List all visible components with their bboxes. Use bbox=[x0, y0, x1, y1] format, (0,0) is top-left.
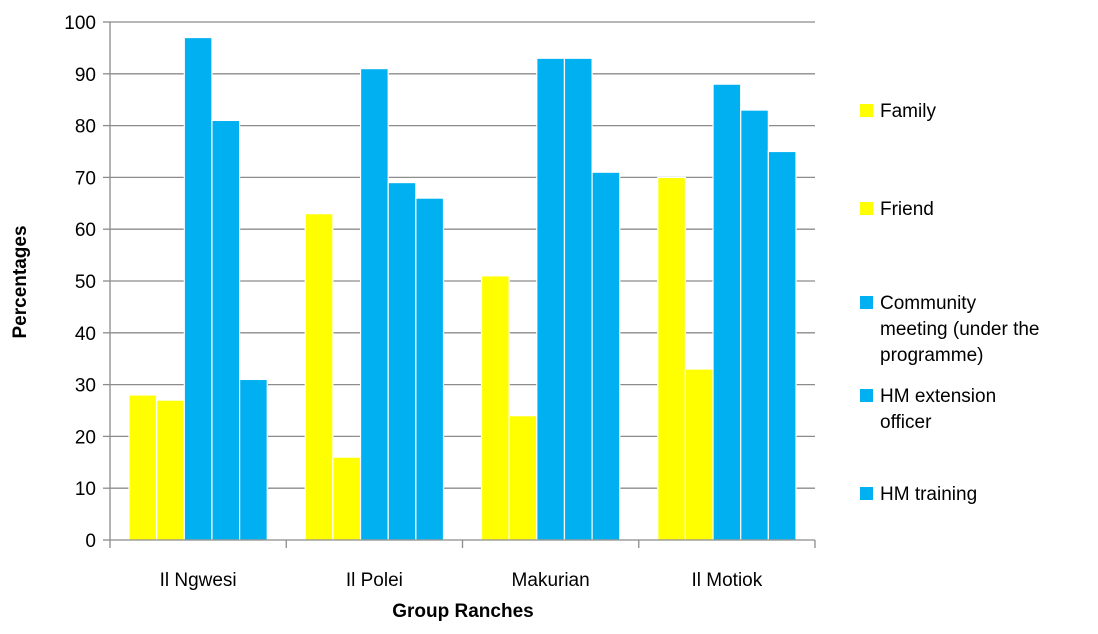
y-tick-label: 50 bbox=[75, 272, 96, 293]
y-tick-label: 100 bbox=[64, 13, 96, 34]
bar-family-il-motiok bbox=[657, 176, 686, 541]
legend-swatch bbox=[860, 296, 873, 309]
y-tick-label: 20 bbox=[75, 427, 96, 448]
x-tick-label: Il Ngwesi bbox=[160, 570, 237, 591]
y-tick-label: 10 bbox=[75, 479, 96, 500]
legend-label: Community bbox=[880, 293, 977, 314]
bar-hm-extension-officer-makurian bbox=[563, 57, 593, 541]
y-tick-label: 0 bbox=[85, 531, 96, 552]
bar-community-meeting-under-the-programme-il-ngwesi bbox=[183, 36, 213, 541]
y-tick-label: 90 bbox=[75, 65, 96, 86]
bars bbox=[128, 36, 797, 541]
bar-community-meeting-under-the-programme-il-polei bbox=[359, 68, 389, 541]
bar-hm-training-il-motiok bbox=[767, 150, 797, 541]
bar-family-il-polei bbox=[304, 213, 334, 541]
y-axis-title: Percentages bbox=[10, 225, 31, 338]
legend-label: officer bbox=[880, 412, 932, 433]
bar-community-meeting-under-the-programme-il-motiok bbox=[712, 83, 742, 541]
legend-label: programme) bbox=[880, 345, 983, 366]
bar-friend-makurian bbox=[508, 415, 538, 541]
x-tick-label: Il Motiok bbox=[692, 570, 763, 591]
legend-label: HM extension bbox=[880, 386, 996, 407]
x-axis-title: Group Ranches bbox=[392, 601, 533, 622]
bar-family-makurian bbox=[480, 275, 510, 541]
y-tick-label: 60 bbox=[75, 220, 96, 241]
legend-label: Friend bbox=[880, 199, 934, 220]
bar-friend-il-ngwesi bbox=[156, 399, 185, 541]
bar-community-meeting-under-the-programme-makurian bbox=[536, 57, 566, 541]
bar-friend-il-motiok bbox=[684, 368, 714, 541]
legend-swatch bbox=[860, 104, 873, 117]
bar-friend-il-polei bbox=[332, 456, 362, 541]
bar-hm-extension-officer-il-polei bbox=[387, 181, 417, 541]
y-tick-label: 80 bbox=[75, 117, 96, 138]
bar-hm-extension-officer-il-ngwesi bbox=[211, 119, 241, 541]
x-tick-label: Il Polei bbox=[346, 570, 403, 591]
bar-hm-training-il-ngwesi bbox=[239, 378, 268, 541]
y-tick-label: 40 bbox=[75, 324, 96, 345]
y-tick-label: 70 bbox=[75, 168, 96, 189]
legend: Family Friend Community meeting (under the p… bbox=[860, 101, 1040, 505]
legend-swatch bbox=[860, 202, 873, 215]
legend-label: Family bbox=[880, 101, 936, 122]
bar-family-il-ngwesi bbox=[128, 394, 158, 541]
legend-swatch bbox=[860, 389, 873, 402]
legend-label: HM training bbox=[880, 484, 977, 505]
legend-swatch bbox=[860, 487, 873, 500]
bar-hm-training-makurian bbox=[591, 171, 621, 541]
bar-hm-training-il-polei bbox=[415, 197, 445, 541]
legend-label: meeting (under the bbox=[880, 319, 1040, 340]
axes: 0 10 20 30 40 50 60 70 80 90 100 Il Ngwesi Il Polei M… bbox=[64, 13, 816, 591]
x-tick-label: Makurian bbox=[512, 570, 590, 591]
y-tick-label: 30 bbox=[75, 376, 96, 397]
bar-hm-extension-officer-il-motiok bbox=[740, 109, 769, 541]
